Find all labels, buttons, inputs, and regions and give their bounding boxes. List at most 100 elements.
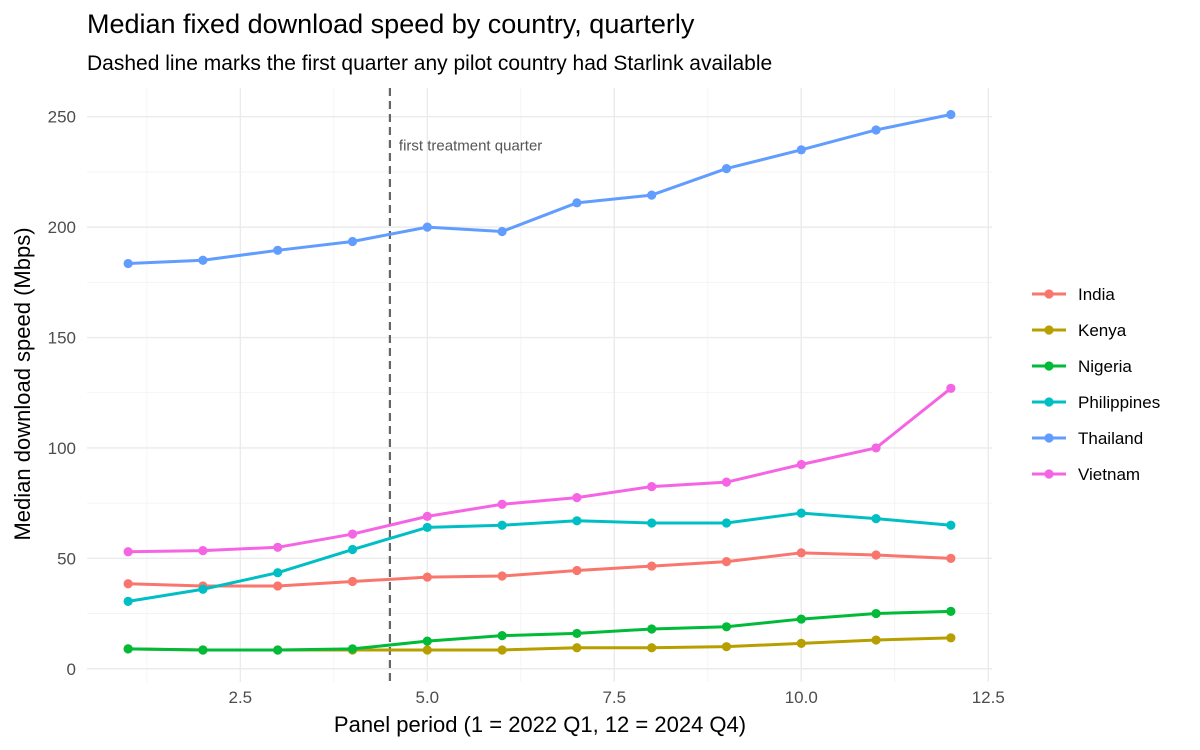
legend-item-thailand: Thailand — [1032, 429, 1143, 448]
data-point-nigeria — [123, 644, 133, 654]
series-line-philippines — [126, 511, 953, 603]
legend-item-india: India — [1032, 285, 1115, 304]
data-point-nigeria — [871, 608, 881, 619]
legend-label: Kenya — [1078, 321, 1127, 340]
data-point-nigeria — [347, 644, 358, 654]
annotations: first treatment quarter — [388, 88, 542, 682]
data-point-india — [871, 550, 881, 560]
chart-subtitle: Dashed line marks the first quarter any … — [87, 52, 772, 75]
data-point-vietnam — [497, 499, 507, 509]
data-point-kenya — [497, 645, 507, 655]
data-point-nigeria — [946, 606, 956, 616]
y-axis-title: Median download speed (Mbps) — [10, 227, 35, 540]
data-point-thailand — [647, 190, 657, 200]
data-point-thailand — [273, 245, 283, 255]
series-line-india — [126, 551, 953, 588]
series-line-kenya — [126, 636, 953, 652]
y-tick-label: 0 — [67, 660, 76, 679]
legend-key-point — [1044, 469, 1054, 479]
legend-label: Philippines — [1078, 393, 1160, 412]
y-tick-label: 50 — [57, 549, 76, 568]
data-point-philippines — [796, 508, 806, 518]
data-point-philippines — [347, 544, 358, 555]
y-tick-label: 250 — [48, 108, 76, 127]
data-point-india — [123, 579, 133, 589]
data-point-thailand — [572, 198, 582, 208]
tick-labels: 2.5 5.0 7.5 10.0 12.5 0 50 100 150 200 250 — [48, 108, 1005, 707]
x-axis-title: Panel period (1 = 2022 Q1, 12 = 2024 Q4) — [334, 712, 746, 737]
data-point-philippines — [572, 516, 582, 526]
data-point-thailand — [422, 222, 432, 232]
data-point-india — [497, 571, 507, 581]
data-point-kenya — [871, 635, 881, 645]
data-point-vietnam — [572, 493, 582, 503]
data-point-thailand — [347, 236, 358, 247]
data-point-india — [572, 565, 582, 576]
data-point-thailand — [721, 163, 732, 174]
series-india — [123, 548, 956, 591]
data-point-thailand — [198, 255, 208, 265]
data-point-india — [796, 548, 806, 558]
data-point-nigeria — [796, 614, 806, 624]
data-point-philippines — [198, 584, 208, 594]
data-point-thailand — [796, 145, 806, 155]
series-thailand — [123, 109, 956, 269]
data-point-philippines — [497, 520, 507, 530]
legend-item-nigeria: Nigeria — [1032, 357, 1132, 376]
series-nigeria — [123, 606, 956, 655]
y-tick-label: 150 — [48, 329, 76, 348]
legend-label: India — [1078, 285, 1115, 304]
series-philippines — [123, 508, 956, 607]
data-point-nigeria — [572, 628, 582, 639]
data-point-vietnam — [273, 542, 283, 552]
data-point-india — [422, 572, 432, 582]
series-layer — [123, 109, 956, 655]
data-point-thailand — [946, 109, 956, 120]
x-tick-label: 7.5 — [602, 688, 626, 707]
data-point-thailand — [871, 125, 881, 135]
data-point-vietnam — [796, 459, 806, 470]
legend-item-vietnam: Vietnam — [1032, 465, 1140, 484]
data-point-vietnam — [647, 481, 657, 492]
data-point-philippines — [273, 568, 283, 578]
data-point-philippines — [721, 518, 732, 528]
data-point-india — [647, 561, 657, 571]
data-point-vietnam — [422, 511, 432, 521]
x-tick-label: 10.0 — [785, 688, 818, 707]
data-point-philippines — [647, 518, 657, 528]
data-point-philippines — [946, 520, 956, 530]
y-tick-label: 100 — [48, 439, 76, 458]
data-point-india — [273, 581, 283, 591]
data-point-india — [721, 557, 732, 567]
legend-key-point — [1044, 289, 1054, 299]
data-point-thailand — [123, 258, 133, 269]
legend-key-point — [1044, 397, 1054, 407]
grid — [87, 88, 992, 682]
legend: India Kenya Nigeria Philippines Thailand Viet… — [1032, 285, 1160, 484]
data-point-kenya — [422, 645, 432, 655]
legend-label: Thailand — [1078, 429, 1143, 448]
y-tick-label: 200 — [48, 218, 76, 237]
data-point-nigeria — [198, 645, 208, 655]
treatment-label: first treatment quarter — [399, 137, 542, 154]
data-point-nigeria — [422, 636, 432, 646]
data-point-nigeria — [497, 631, 507, 641]
x-tick-label: 5.0 — [415, 688, 439, 707]
legend-item-philippines: Philippines — [1032, 393, 1160, 412]
data-point-vietnam — [946, 383, 956, 393]
series-line-thailand — [126, 112, 953, 266]
legend-label: Nigeria — [1078, 357, 1132, 376]
series-line-nigeria — [126, 609, 953, 652]
data-point-nigeria — [273, 645, 283, 655]
data-point-vietnam — [721, 477, 732, 487]
chart-title: Median fixed download speed by country, … — [87, 9, 695, 39]
legend-item-kenya: Kenya — [1032, 321, 1127, 340]
data-point-thailand — [497, 226, 507, 237]
series-vietnam — [123, 383, 956, 557]
data-point-vietnam — [347, 529, 358, 539]
data-point-kenya — [946, 633, 956, 643]
data-point-kenya — [796, 638, 806, 648]
data-point-india — [946, 553, 956, 563]
data-point-philippines — [871, 513, 881, 524]
